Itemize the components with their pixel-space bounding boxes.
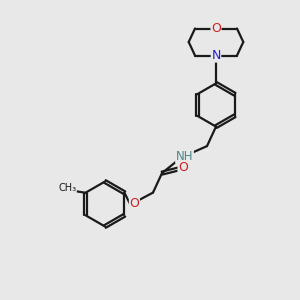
Text: O: O [178, 160, 188, 174]
Text: O: O [130, 196, 139, 210]
Text: O: O [211, 22, 221, 35]
Text: N: N [211, 49, 221, 62]
Text: NH: NH [176, 150, 193, 163]
Text: CH₃: CH₃ [58, 183, 76, 193]
